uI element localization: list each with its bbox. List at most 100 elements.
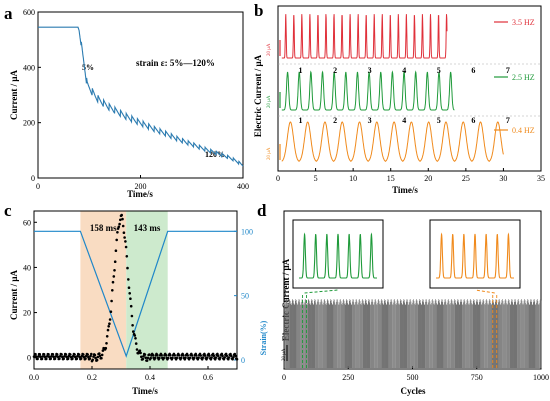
panel-c-current-point (144, 356, 147, 360)
panel-d-xtick-label: 250 (342, 373, 354, 382)
panel-a-xlabel: Time/s (127, 189, 153, 199)
panel-c-current-point (166, 356, 170, 360)
panel-c-current-point (86, 353, 89, 356)
panel-c-current-point (182, 354, 185, 357)
panel-c-current-point (175, 356, 179, 360)
panel-c-current-point (40, 357, 44, 361)
panel-c-current-point (129, 297, 132, 301)
panel-c-y2tick-label: 100 (241, 227, 253, 236)
panel-c-current-point (164, 353, 168, 357)
panel-b-series-line-2 (281, 121, 504, 163)
panel-a-start-label: 5% (82, 63, 94, 72)
panel-c-current-point (186, 354, 189, 357)
panel-c-current-point (73, 353, 76, 356)
panel-d-arrow (474, 289, 495, 294)
panel-c-current-point (105, 342, 108, 345)
panel-c-current-point (114, 249, 118, 252)
panel-label-c: c (4, 201, 12, 220)
panel-c-current-point (113, 260, 117, 264)
panel-d-xtick-label: 500 (407, 373, 419, 382)
panel-c-current-point (120, 213, 123, 217)
panel-c-current-point (146, 356, 150, 360)
panel-c-current-point (45, 355, 49, 358)
panel-c-current-point (184, 356, 187, 360)
panel-c-current-point (133, 334, 137, 337)
panel-d-xtick-label: 1000 (533, 373, 549, 382)
panel-c-current-point (221, 354, 224, 358)
panel-c-current-point (95, 358, 99, 362)
panel-c-current-point (158, 356, 161, 360)
panel-b-marker-label: 7 (506, 116, 510, 125)
panel-b-xtick-label: 20 (424, 174, 432, 183)
panel-c-current-point (156, 353, 159, 357)
panel-c-current-point (127, 286, 131, 290)
panel-c-current-point (134, 337, 137, 340)
panel-c-current-point (229, 354, 233, 358)
panel-c-current-point (145, 359, 149, 362)
panel-c-current-point (65, 355, 68, 359)
panel-label-d: d (257, 201, 267, 220)
panel-b-legend-label: 2.5 HZ (512, 73, 535, 82)
panel-c-y2tick-label: 50 (241, 292, 249, 301)
panel-c-current-point (123, 236, 126, 239)
panel-b-xtick-label: 35 (537, 174, 545, 183)
panel-c-current-point (69, 353, 72, 356)
panel-c-band-label: 143 ms (134, 223, 161, 233)
panel-c-current-point (111, 280, 115, 284)
panel-a-xtick-label: 400 (237, 182, 249, 191)
panel-b-legend-label: 0.4 HZ (512, 126, 535, 135)
panel-a-xtick-label: 0 (36, 182, 40, 191)
panel-c-current-point (210, 356, 213, 359)
panel-c-current-point (162, 356, 166, 360)
panel-d-xtick-label: 750 (471, 373, 483, 382)
panel-c-current-point (124, 240, 127, 243)
panel-d-cycle-band (283, 299, 542, 368)
panel-c-current-point (104, 346, 108, 350)
panel-a-ylabel: Current / μA (9, 70, 19, 120)
panel-a-ytick-label: 600 (23, 8, 35, 17)
panel-c-current-point (110, 299, 113, 303)
panel-d-arrow (304, 289, 339, 294)
panel-c-current-point (47, 355, 51, 359)
panel-c-current-point (113, 269, 116, 272)
panel-c-current-point (232, 356, 235, 359)
panel-c-current-point (171, 356, 174, 360)
panel-b-scale-label: 20 μA (267, 43, 272, 56)
panel-c-current-point (53, 357, 57, 361)
panel-c-current-point (153, 356, 157, 360)
panel-c-band-label: 158 ms (90, 223, 117, 233)
panel-b-marker-label: 6 (471, 66, 475, 75)
panel-b-xtick-label: 30 (499, 174, 507, 183)
panel-c-current-point (132, 330, 135, 333)
panel-c-current-point (130, 314, 134, 318)
panel-c-current-point (223, 356, 226, 359)
panel-b-legend-label: 3.5 HZ (512, 18, 535, 27)
panel-c-current-point (77, 353, 81, 356)
panel-c-current-point (64, 353, 68, 356)
panel-c-current-point (129, 304, 133, 308)
panel-a-strain-label: strain ε: 5%—120% (136, 58, 215, 68)
panel-c-current-point (197, 356, 200, 360)
panel-c-current-point (38, 353, 42, 356)
panel-c-current-point (82, 353, 85, 356)
panel-b-xtick-label: 0 (276, 174, 280, 183)
panel-c-current-point (212, 354, 216, 358)
panel-c-current-point (100, 356, 103, 360)
panel-c-current-point (125, 254, 129, 258)
panel-c-current-point (111, 289, 114, 292)
panel-c-ytick-label: 40 (23, 263, 31, 272)
panel-a-ytick-label: 0 (31, 174, 35, 183)
panel-d-inset-line-1 (436, 232, 514, 279)
panel-c-current-point (54, 355, 58, 358)
panel-c-current-point (206, 356, 209, 359)
panel-c-current-point (98, 354, 102, 358)
panel-c-current-point (160, 353, 163, 357)
panel-c-current-point (37, 355, 40, 358)
panel-c-current-point (43, 355, 47, 359)
panel-d-xtick-label: 0 (282, 373, 286, 382)
panel-c-current-point (58, 355, 62, 358)
panel-c-current-point (141, 357, 145, 361)
panel-a-xtick-label: 200 (135, 182, 147, 191)
panel-c-current-point (128, 292, 131, 295)
